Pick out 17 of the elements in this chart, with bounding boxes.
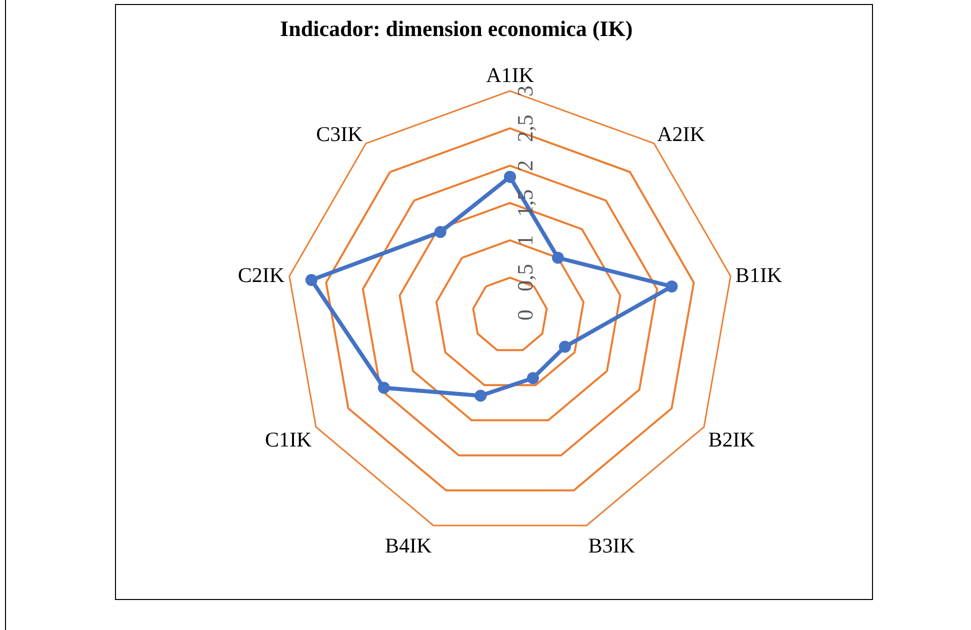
spoke-label: B1IK (735, 262, 782, 287)
y-tick-label: 1 (512, 234, 538, 246)
spoke-label: A1IK (486, 62, 534, 87)
spoke-label: B4IK (384, 533, 432, 558)
spoke-label: C1IK (265, 427, 312, 452)
y-tick-label: 2,5 (512, 114, 538, 142)
y-tick-label: 1,5 (512, 189, 538, 217)
spoke-label: B2IK (708, 427, 755, 452)
spoke-label: A2IK (657, 122, 705, 146)
spoke-label: C3IK (316, 122, 363, 146)
chart-title: Indicador: dimension economica (IK) (280, 16, 633, 42)
y-tick-label: 0 (512, 310, 538, 320)
spoke-label: C2IK (238, 262, 284, 287)
y-tick-label: 3 (512, 85, 538, 96)
y-tick-label: 2 (512, 160, 538, 172)
y-tick-label: 0,5 (512, 264, 538, 292)
spoke-label: B3IK (588, 533, 635, 558)
